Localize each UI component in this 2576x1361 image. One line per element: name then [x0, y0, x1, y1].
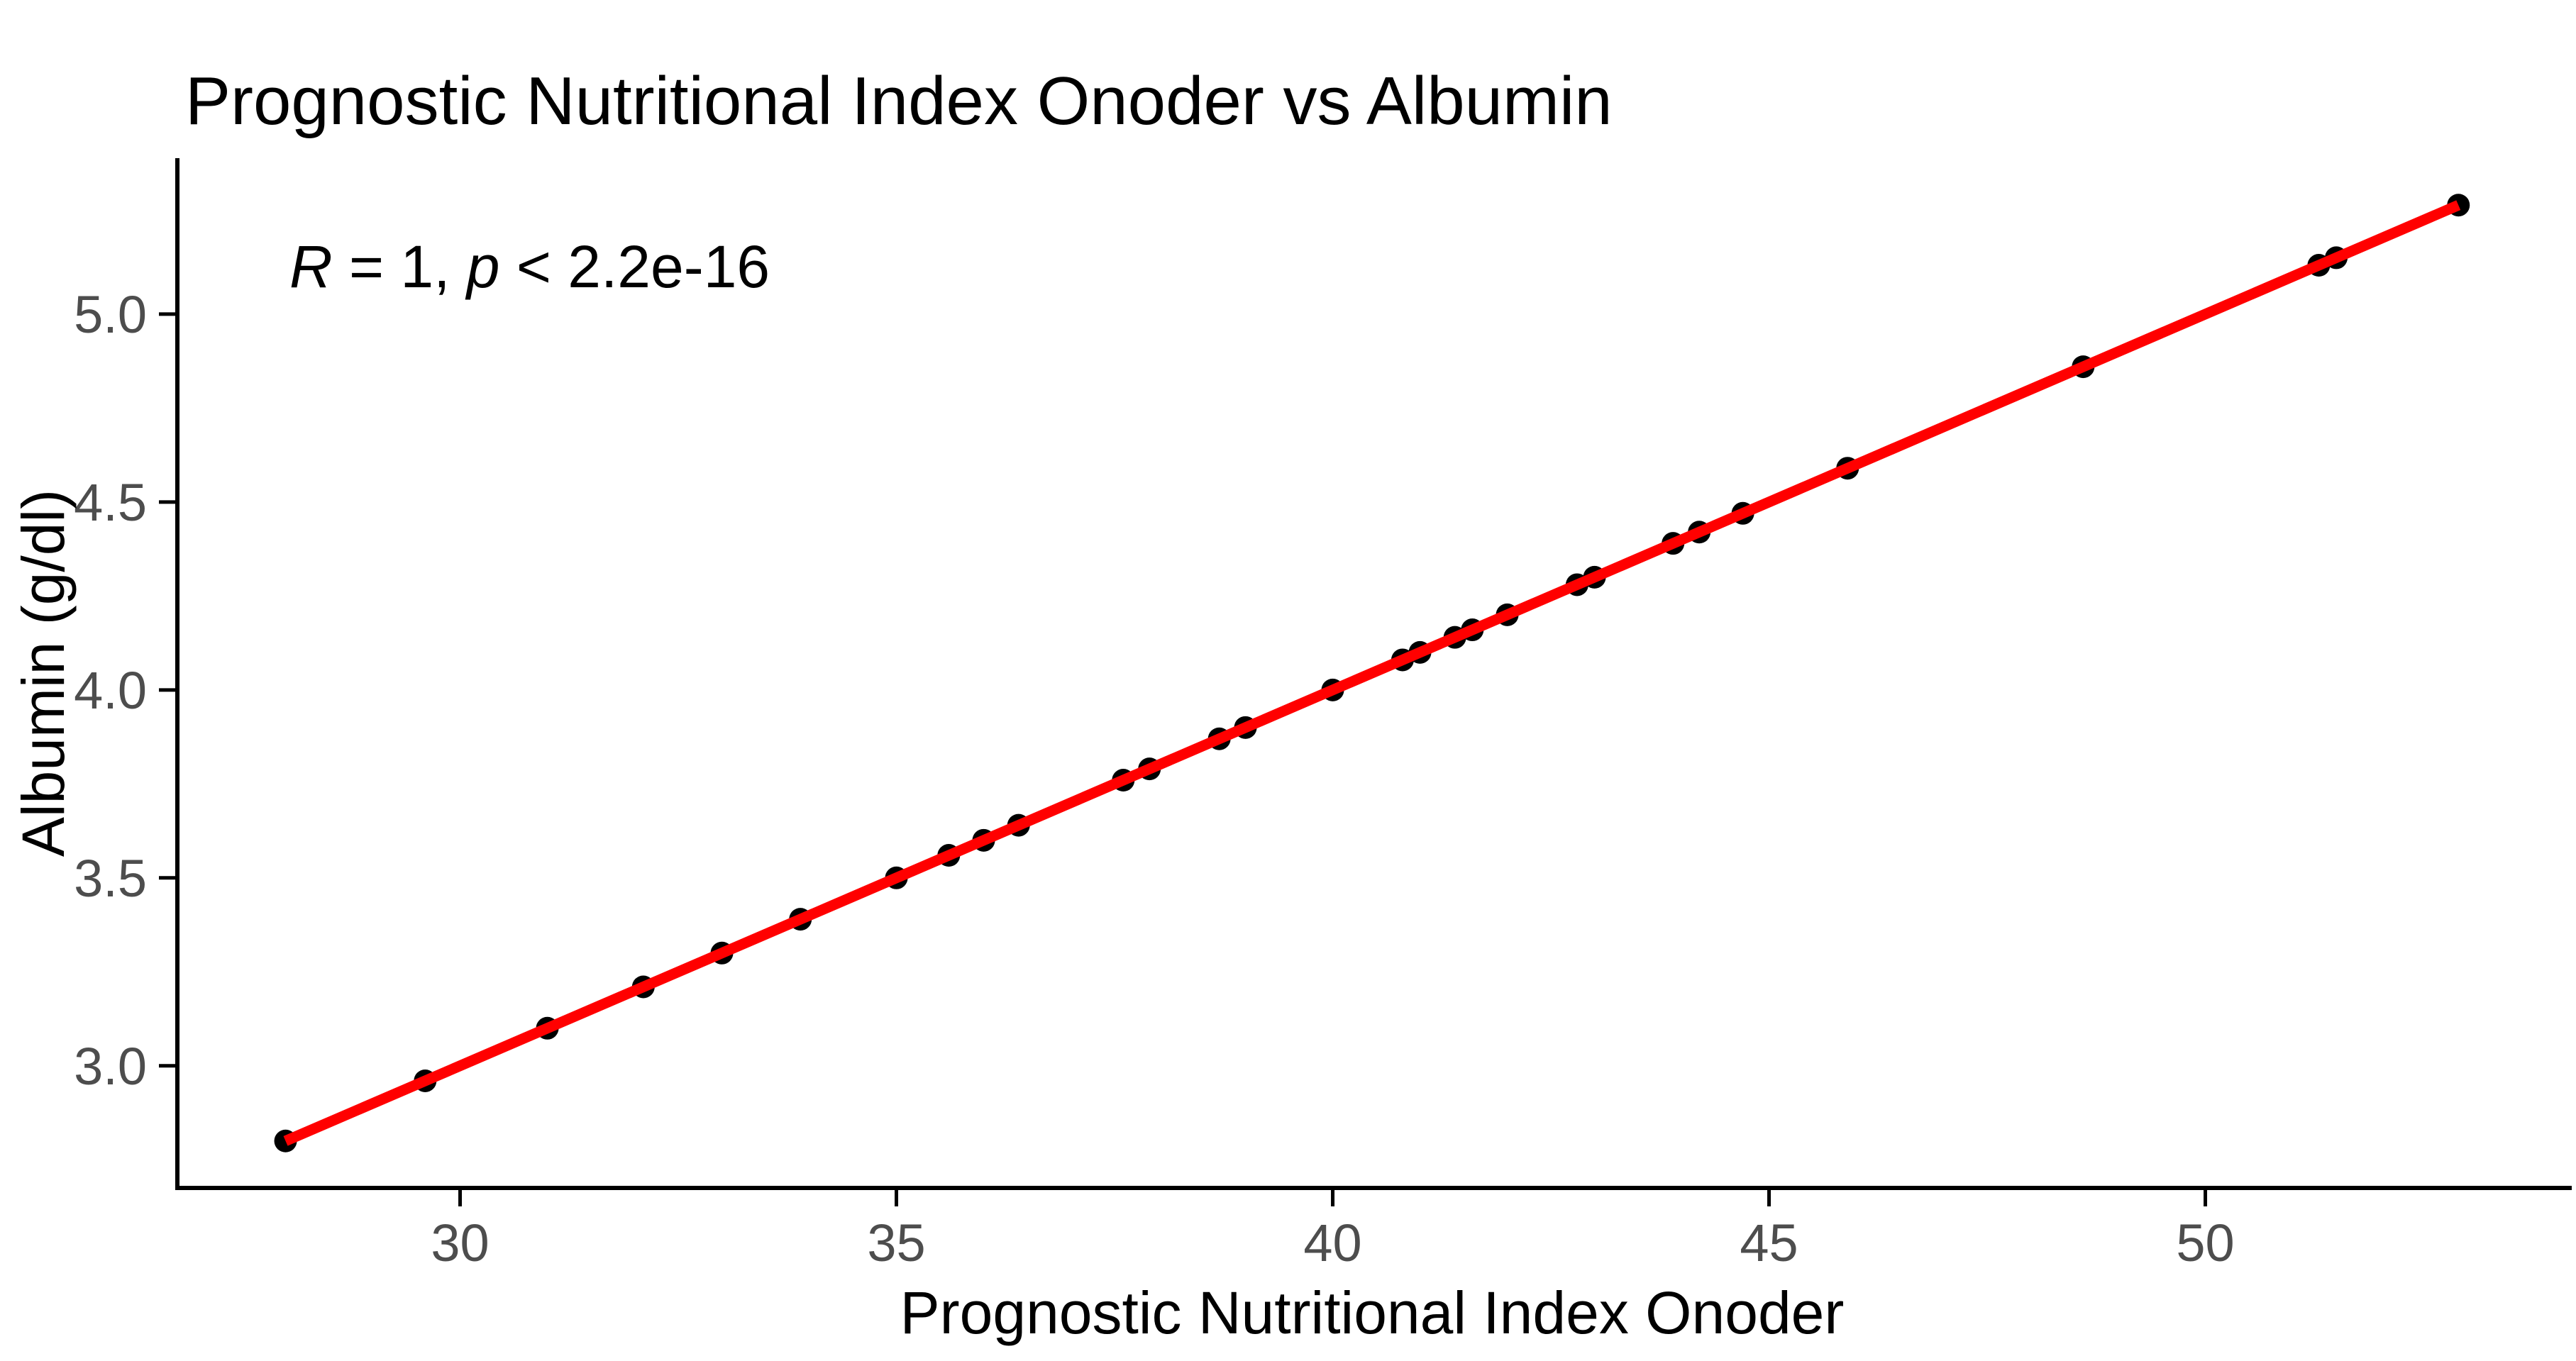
y-tick-label: 3.0	[74, 1037, 147, 1096]
x-tick-label: 35	[867, 1213, 925, 1272]
p-value: < 2.2e-16	[500, 233, 770, 300]
y-tick-label: 3.5	[74, 849, 147, 908]
r-value: = 1,	[333, 233, 467, 300]
x-tick-label: 30	[431, 1213, 489, 1272]
y-tick-label: 4.5	[74, 473, 147, 532]
x-tick-label: 45	[1740, 1213, 1798, 1272]
regression-line	[283, 200, 2461, 1146]
x-axis-label: Prognostic Nutritional Index Onoder	[900, 1279, 1845, 1346]
x-tick-label: 50	[2176, 1213, 2234, 1272]
regression-line-layer	[283, 200, 2461, 1146]
x-tick-label: 40	[1303, 1213, 1361, 1272]
r-symbol: R	[289, 233, 333, 300]
y-axis-label: Albumin (g/dl)	[10, 489, 77, 857]
chart-title: Prognostic Nutritional Index Onoder vs A…	[185, 63, 1613, 139]
correlation-annotation: R = 1, p < 2.2e-16	[289, 233, 770, 300]
axes-layer	[175, 158, 2572, 1190]
p-symbol: p	[465, 233, 500, 300]
tick-labels-layer: 30 35 40 45 50 3.0 3.5 4.0 4.5 5.0	[74, 285, 2235, 1272]
tick-marks-layer	[159, 312, 2208, 1206]
y-tick-label: 4.0	[74, 661, 147, 720]
y-tick-label: 5.0	[74, 285, 147, 344]
